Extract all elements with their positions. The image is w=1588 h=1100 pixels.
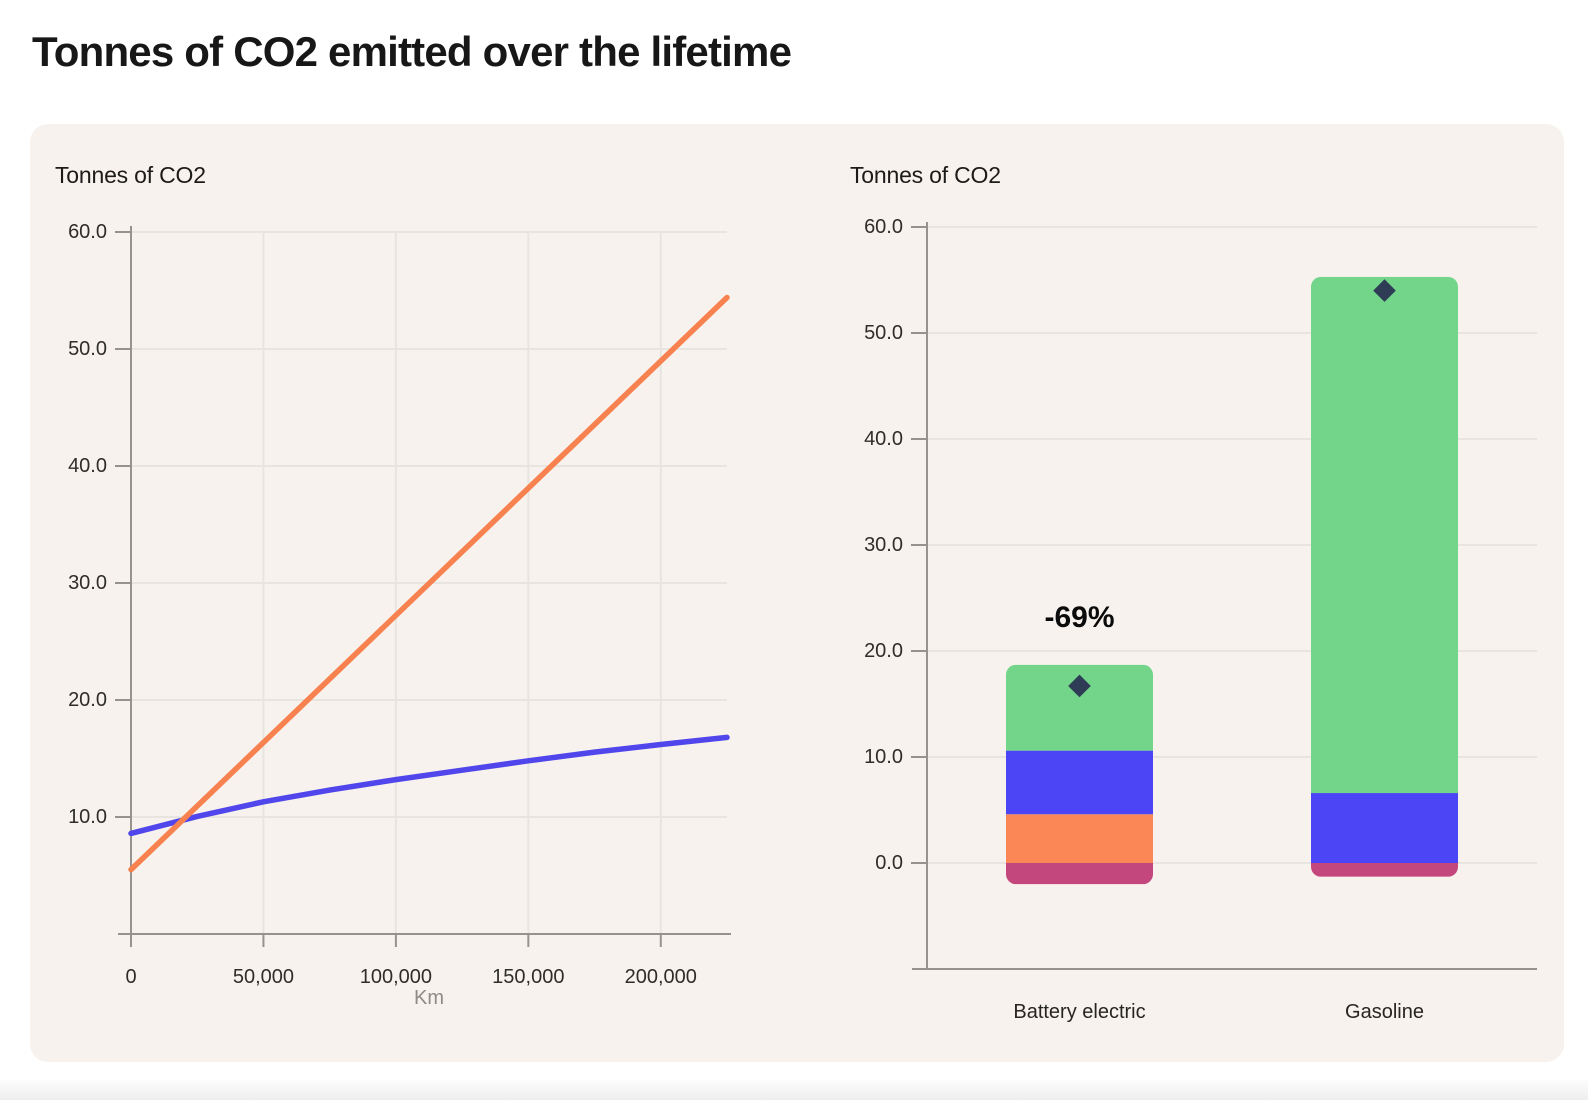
charts-panel [30, 124, 1564, 1062]
bottom-edge-strip [0, 1080, 1588, 1100]
line-chart-title: Tonnes of CO2 [55, 162, 206, 188]
bar-chart-title: Tonnes of CO2 [850, 162, 1001, 188]
page-title: Tonnes of CO2 emitted over the lifetime [32, 28, 792, 75]
